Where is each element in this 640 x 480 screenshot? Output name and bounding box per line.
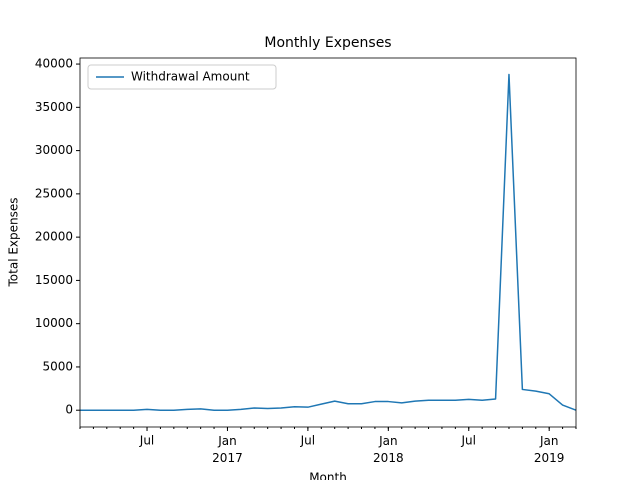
- y-axis-label: Total Expenses: [7, 197, 21, 287]
- y-tick-label: 25000: [35, 186, 73, 200]
- legend-label: Withdrawal Amount: [131, 70, 250, 84]
- line-series: [80, 73, 577, 411]
- x-tick-label: Jul: [300, 434, 315, 448]
- y-tick-label: 30000: [35, 143, 73, 157]
- chart-title: Monthly Expenses: [264, 35, 391, 51]
- x-tick-label: Jul: [461, 434, 476, 448]
- x-tick-label: Jan 2019: [534, 434, 565, 465]
- x-tick-label: Jul: [139, 434, 154, 448]
- x-tick-label: Jan 2017: [212, 434, 243, 465]
- x-tick-label: Jan 2018: [373, 434, 404, 465]
- y-tick-label: 10000: [35, 316, 73, 330]
- x-axis-label: Month: [309, 471, 347, 480]
- plot-frame: [79, 57, 577, 428]
- legend-box: [87, 64, 277, 90]
- y-tick-label: 20000: [35, 230, 73, 244]
- y-tick-label: 35000: [35, 100, 73, 114]
- y-tick-label: 5000: [42, 359, 73, 373]
- y-tick-label: 15000: [35, 273, 73, 287]
- y-tick-label: 40000: [35, 57, 73, 71]
- y-tick-label: 0: [65, 403, 73, 417]
